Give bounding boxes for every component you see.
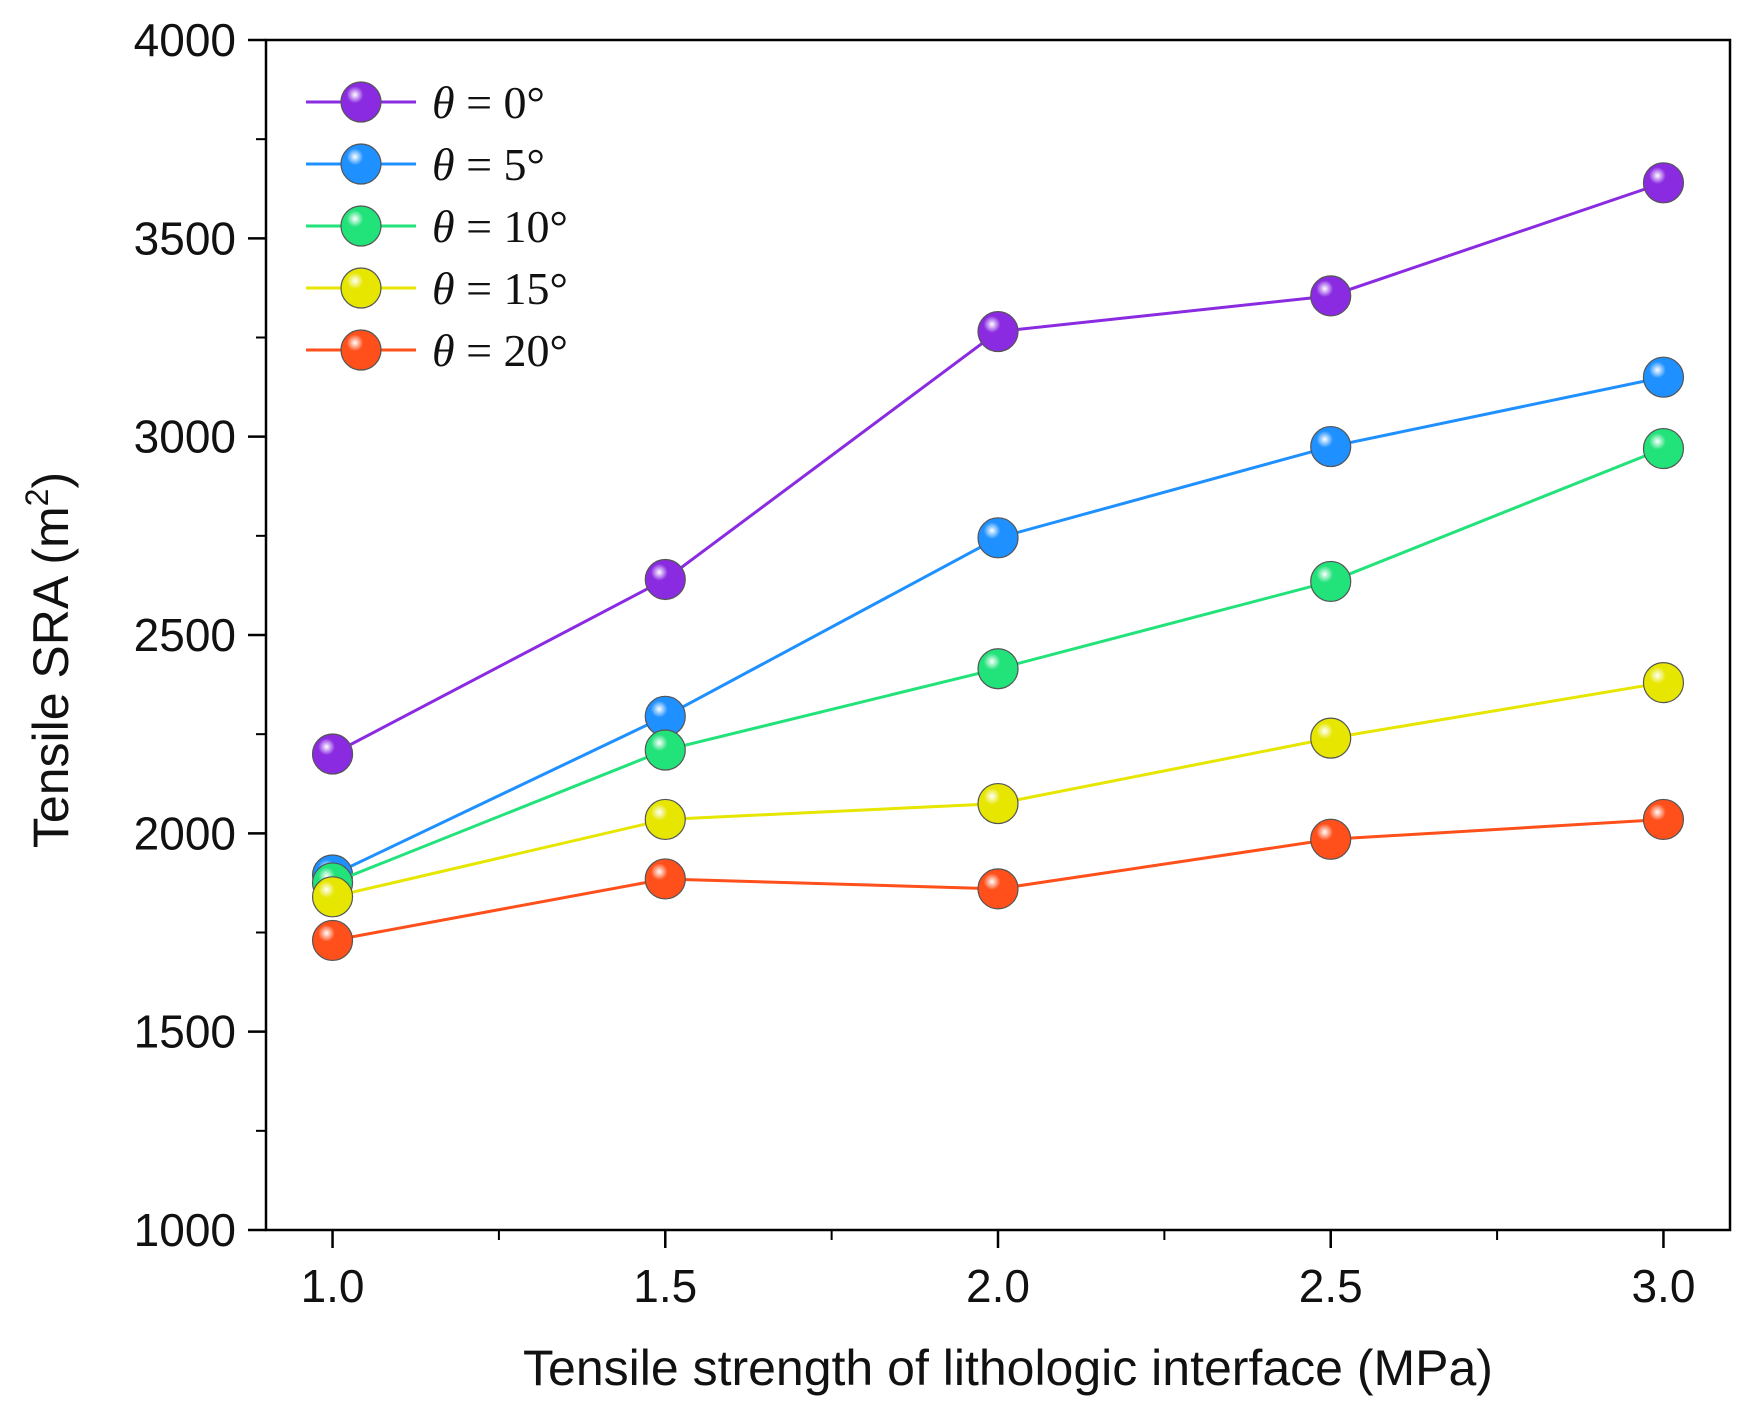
x-tick-label: 2.5 xyxy=(1299,1260,1363,1312)
legend-entry: θ = 5° xyxy=(306,139,545,190)
legend-entry: θ = 15° xyxy=(306,263,568,314)
x-tick-label: 1.0 xyxy=(301,1260,365,1312)
y-axis-title-superscript: 2 xyxy=(19,489,55,507)
y-tick-label: 1500 xyxy=(134,1006,236,1058)
legend-value: = 5° xyxy=(455,139,545,190)
legend-marker xyxy=(340,267,382,309)
data-point xyxy=(977,517,1019,559)
y-tick-label: 1000 xyxy=(134,1204,236,1256)
data-point xyxy=(1642,356,1685,398)
axes: 1000 1500 2000 2500 3000 3500 4000 1.0 1.5 2.0 2.5… xyxy=(134,14,1732,1312)
x-axis-title: Tensile strength of lithologic interface… xyxy=(523,1340,1493,1396)
y-tick-label: 4000 xyxy=(134,14,236,66)
series-4 xyxy=(311,798,1685,962)
legend-value: = 10° xyxy=(455,201,568,252)
legend-marker xyxy=(340,81,382,123)
x-tick-label: 2.0 xyxy=(966,1260,1030,1312)
series-3 xyxy=(311,661,1685,918)
series-0 xyxy=(311,162,1685,775)
data-point xyxy=(1310,560,1352,603)
data-point xyxy=(1642,661,1685,704)
y-tick-label: 2000 xyxy=(134,807,236,859)
legend-marker xyxy=(340,205,382,247)
legend-symbol: θ xyxy=(432,77,455,128)
data-point xyxy=(311,919,354,962)
y-axis-title-main: Tensile SRA (m xyxy=(23,506,79,848)
legend: θ = 0°θ = 5°θ = 10°θ = 15°θ = 20° xyxy=(306,77,568,376)
data-point xyxy=(977,310,1019,353)
legend-label: θ = 10° xyxy=(432,201,568,252)
legend-entry: θ = 20° xyxy=(306,325,568,376)
y-tick-label: 3000 xyxy=(134,411,236,463)
legend-symbol: θ xyxy=(432,325,455,376)
data-point xyxy=(977,648,1019,690)
y-tick-label: 3500 xyxy=(134,212,236,264)
legend-value: = 20° xyxy=(455,325,568,376)
x-tick-label: 1.5 xyxy=(633,1260,697,1312)
y-axis-title: Tensile SRA (m2) xyxy=(19,472,79,848)
data-point xyxy=(311,876,354,918)
legend-marker xyxy=(340,143,382,185)
data-point xyxy=(644,858,686,900)
data-point xyxy=(644,798,686,841)
series-layer xyxy=(311,162,1685,962)
data-point xyxy=(1642,798,1685,841)
data-point xyxy=(644,558,686,601)
legend-value: = 0° xyxy=(455,77,545,128)
data-point xyxy=(1642,427,1685,470)
legend-symbol: θ xyxy=(432,263,455,314)
legend-entry: θ = 10° xyxy=(306,201,568,252)
legend-symbol: θ xyxy=(432,201,455,252)
data-point xyxy=(977,868,1019,910)
legend-label: θ = 5° xyxy=(432,139,545,190)
legend-marker xyxy=(340,329,382,371)
x-tick-label: 3.0 xyxy=(1631,1260,1695,1312)
legend-label: θ = 20° xyxy=(432,325,568,376)
data-point xyxy=(1310,717,1352,759)
legend-label: θ = 15° xyxy=(432,263,568,314)
y-tick-label: 2500 xyxy=(134,609,236,661)
data-point xyxy=(1310,275,1352,317)
data-point xyxy=(1642,162,1685,204)
data-point xyxy=(311,733,354,775)
data-point xyxy=(644,729,686,771)
data-point xyxy=(1310,425,1352,468)
data-point xyxy=(1310,818,1352,860)
data-point xyxy=(977,782,1019,825)
legend-value: = 15° xyxy=(455,263,568,314)
y-axis-title-suffix: ) xyxy=(23,472,79,489)
legend-label: θ = 0° xyxy=(432,77,545,128)
legend-symbol: θ xyxy=(432,139,455,190)
legend-entry: θ = 0° xyxy=(306,77,545,128)
